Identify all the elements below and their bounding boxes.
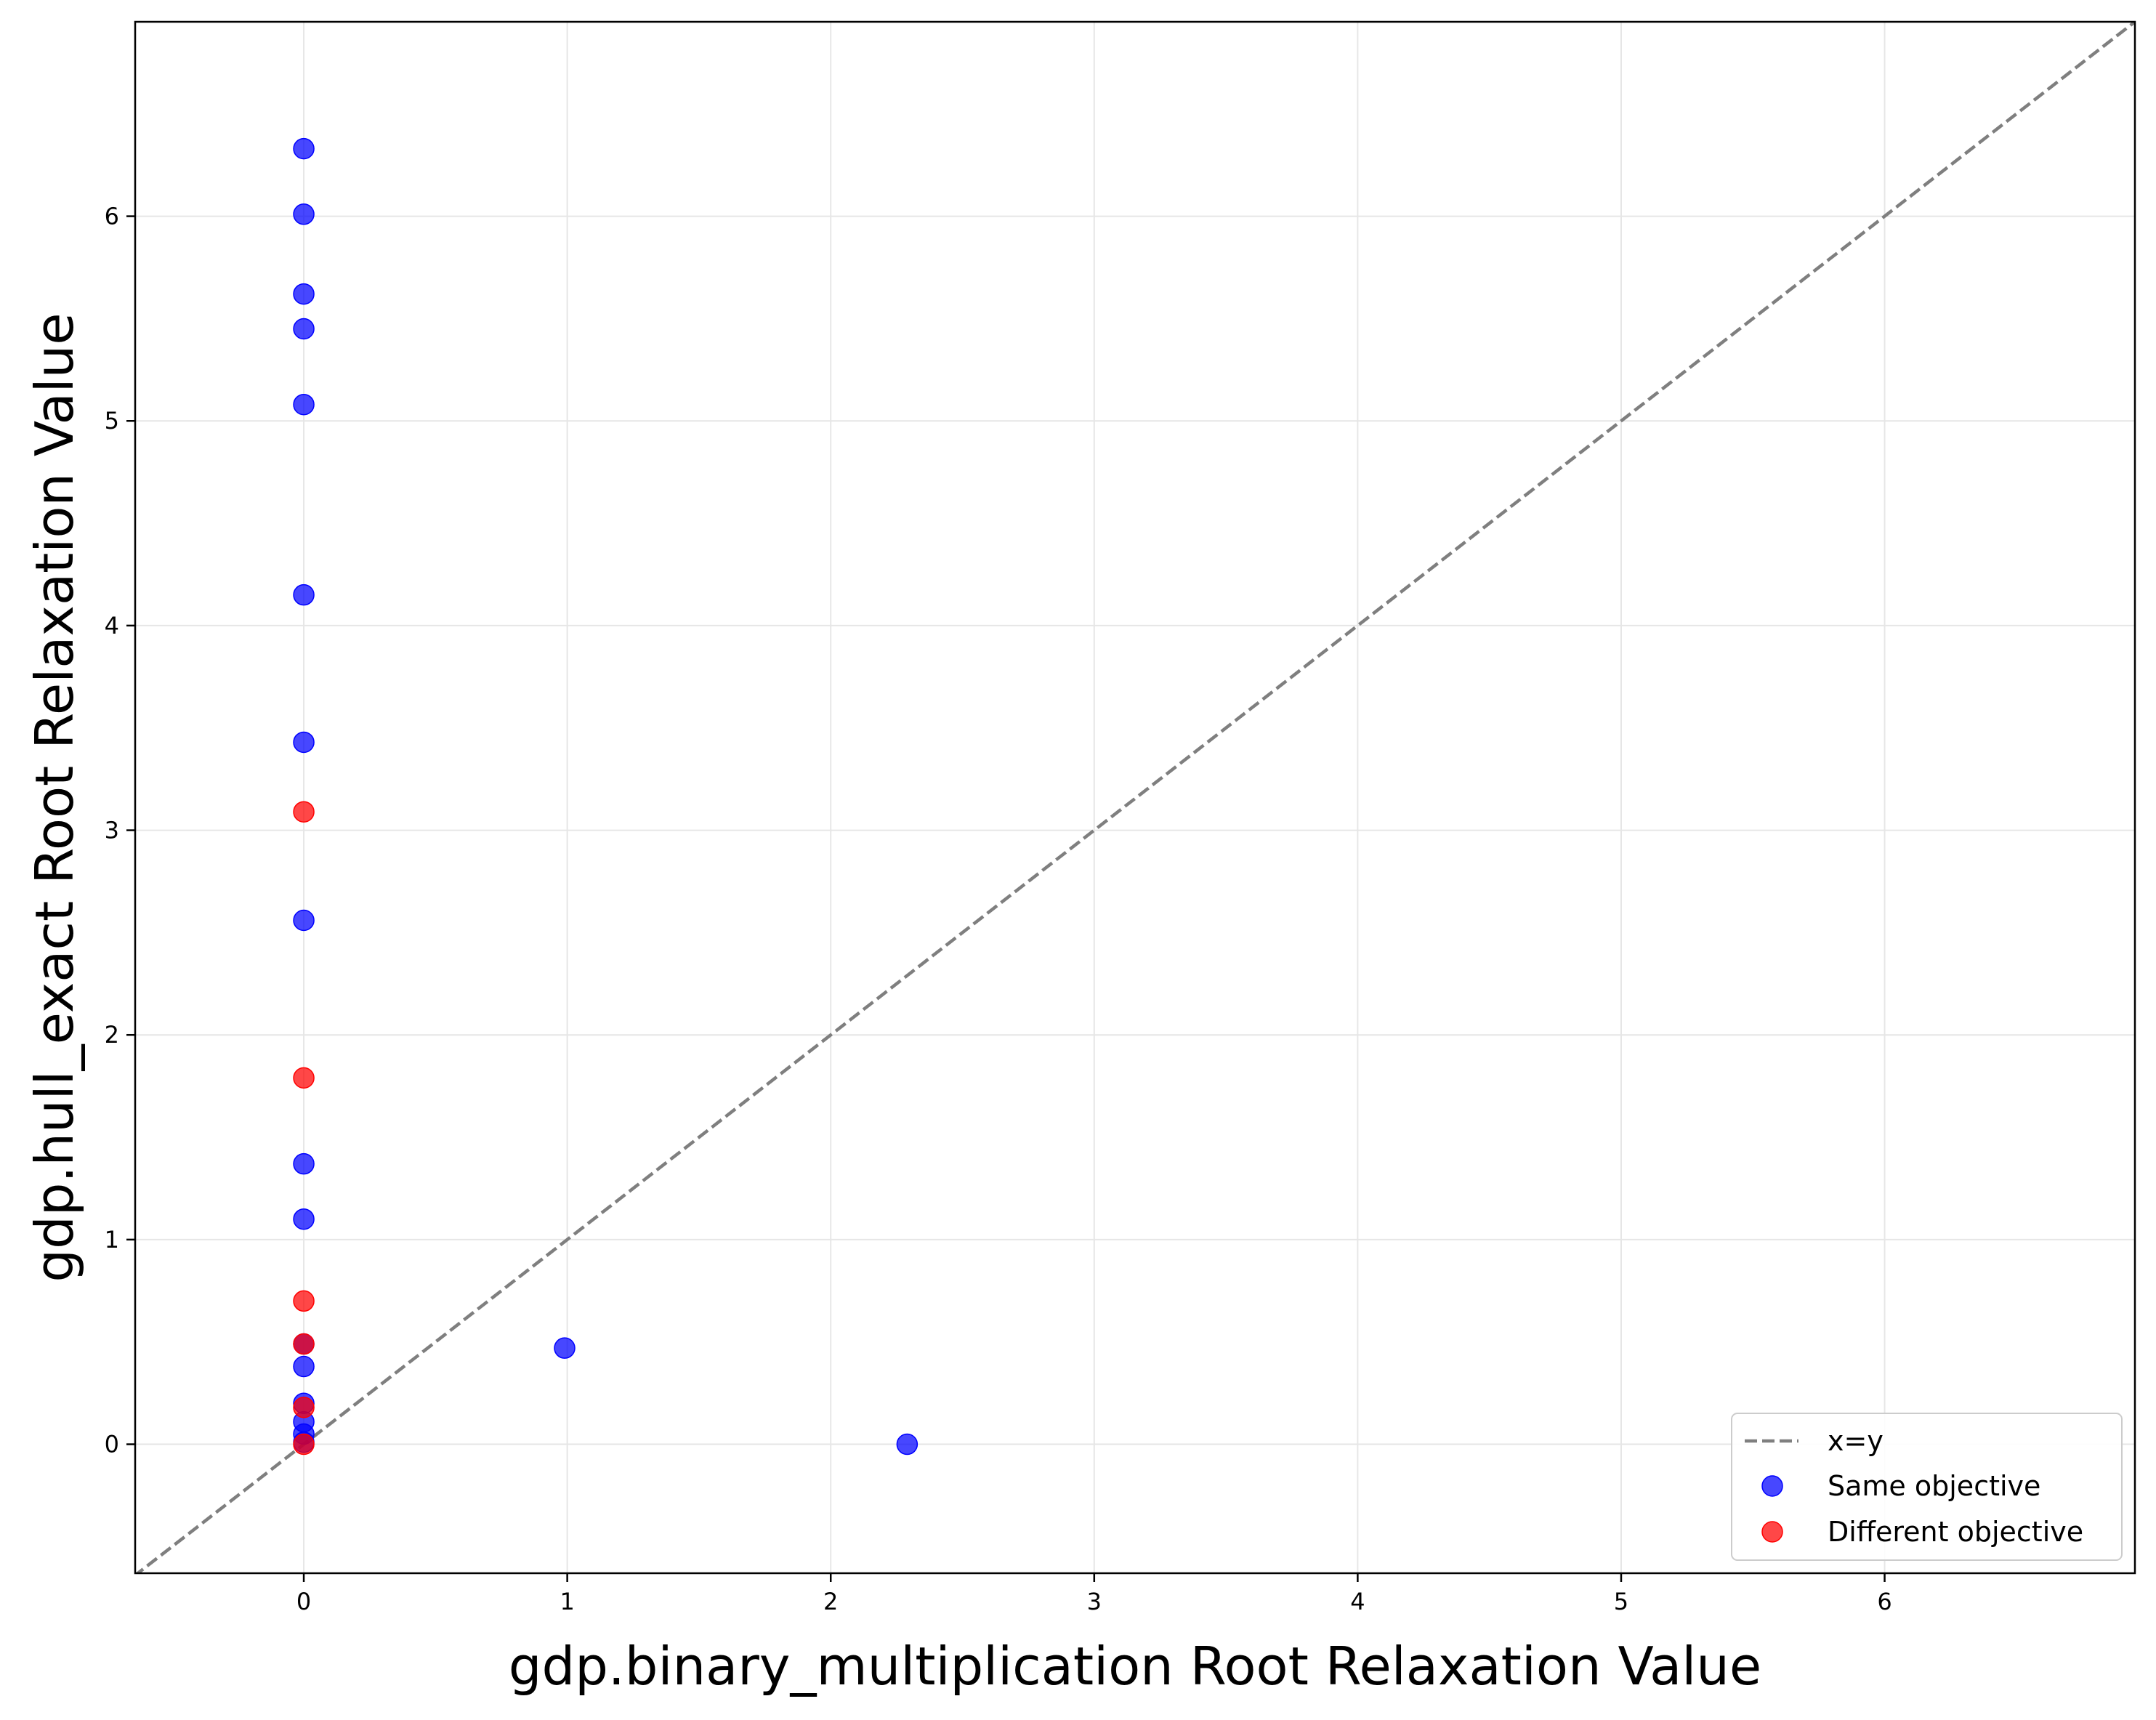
x-tick-label: 3 [1087, 1588, 1102, 1615]
x-tick-label: 0 [296, 1588, 311, 1615]
same-objective-point [293, 1355, 315, 1378]
y-axis-label: gdp.hull_exact Root Relaxation Value [24, 312, 85, 1282]
x-tick-label: 6 [1877, 1588, 1891, 1615]
same-objective-point [293, 584, 315, 606]
legend-label-different-objective: Different objective [1828, 1516, 2083, 1548]
same-objective-point [554, 1337, 576, 1359]
x-axis-label: gdp.binary_multiplication Root Relaxatio… [509, 1636, 1761, 1697]
same-objective-point [896, 1433, 918, 1455]
same-objective-point [293, 318, 315, 340]
same-objective-point [293, 203, 315, 225]
x-tick-label: 1 [560, 1588, 574, 1615]
same-objective-point [293, 909, 315, 932]
y-tick-label: 2 [105, 1021, 119, 1049]
grid [135, 22, 2135, 1573]
same-objective-point [293, 393, 315, 416]
different-objective-point [293, 801, 315, 823]
same-objective-point [293, 1208, 315, 1230]
x-tick-label: 2 [823, 1588, 838, 1615]
x-tick-label: 5 [1614, 1588, 1628, 1615]
axis-ticks: 0 1 2 3 4 5 6 0 1 2 3 4 5 6 [105, 203, 1892, 1615]
plot-frame [134, 20, 2136, 1575]
x-tick-label: 4 [1350, 1588, 1365, 1615]
different-objective-point [293, 1333, 315, 1355]
points-layer [293, 137, 918, 1455]
legend-label-same-objective: Same objective [1828, 1470, 2040, 1502]
different-objective-point [293, 1290, 315, 1312]
same-objective-point [293, 283, 315, 305]
different-objective-point [293, 1397, 315, 1418]
y-tick-label: 1 [105, 1226, 119, 1253]
legend-swatch-same-objective [1761, 1475, 1783, 1497]
y-tick-label: 6 [105, 203, 119, 230]
different-objective-point [293, 1067, 315, 1089]
legend: x=y Same objective Different objective [1731, 1413, 2123, 1561]
legend-box [1731, 1413, 2123, 1561]
y-tick-label: 3 [105, 817, 119, 844]
y-tick-label: 4 [105, 612, 119, 639]
same-objective-point [293, 731, 315, 754]
same-objective-point [293, 1152, 315, 1175]
legend-swatch-different-objective [1761, 1521, 1783, 1543]
y-tick-label: 5 [105, 407, 119, 435]
same-objective-point [293, 137, 315, 160]
legend-label-reference-line: x=y [1828, 1425, 1884, 1457]
y-tick-label: 0 [105, 1431, 119, 1458]
different-objective-point [293, 1433, 315, 1455]
